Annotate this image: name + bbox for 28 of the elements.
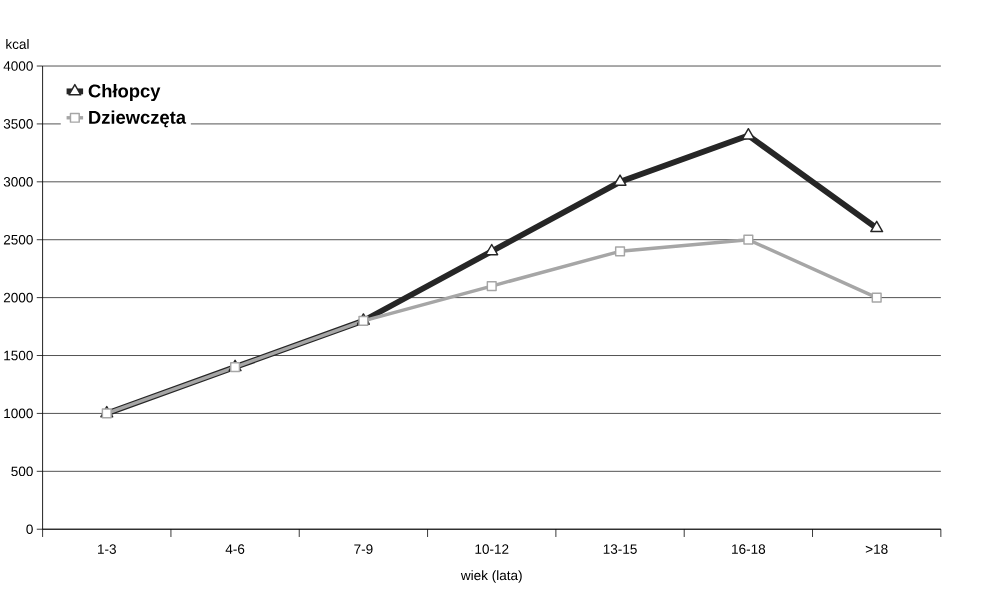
- x-axis-title: wiek (lata): [460, 570, 522, 583]
- y-tick-label: 1500: [4, 350, 33, 361]
- y-tick-label: 0: [26, 524, 33, 535]
- y-axis-title: kcal: [6, 39, 29, 50]
- x-tick-label: 16-18: [732, 544, 766, 555]
- x-tick-label: >18: [865, 544, 888, 555]
- legend-label: Dziewczęta: [89, 110, 187, 128]
- y-tick-label: 1000: [4, 408, 33, 419]
- y-tick-label: 2500: [3, 235, 33, 245]
- x-tick-label: 7-9: [354, 544, 373, 555]
- point: [871, 292, 882, 303]
- point: [743, 234, 754, 245]
- x-tick-label: 1-3: [98, 544, 116, 555]
- point: [741, 128, 755, 140]
- point: [614, 246, 626, 257]
- point: [613, 174, 627, 187]
- legend-label: Chłopcy: [88, 84, 161, 102]
- point: [486, 281, 497, 292]
- y-tick-label: 2000: [3, 292, 33, 303]
- y-tick-label: 4000: [3, 61, 33, 71]
- point: [485, 243, 499, 256]
- y-tick-label: 3500: [3, 119, 33, 129]
- x-tick-label: 13-15: [603, 544, 637, 555]
- y-tick-label: 500: [11, 466, 33, 477]
- point: [870, 220, 884, 233]
- x-tick-label: 10-12: [475, 544, 509, 555]
- y-tick-label: 3000: [3, 177, 33, 187]
- x-tick-label: 4-6: [225, 544, 245, 555]
